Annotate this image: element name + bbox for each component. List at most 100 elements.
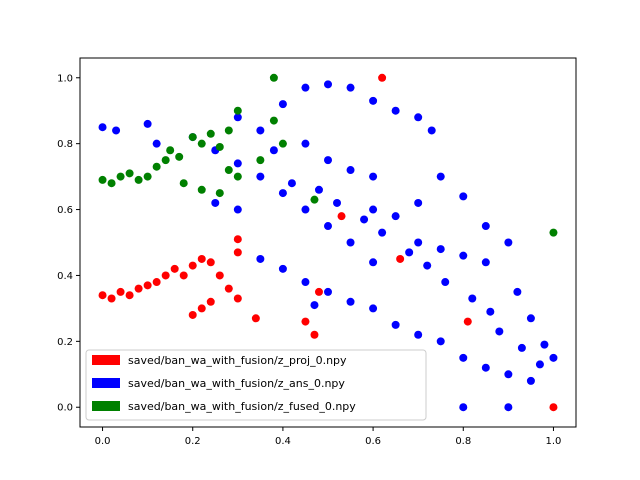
point-s2-10 xyxy=(188,133,197,142)
point-s1-9 xyxy=(346,83,355,92)
point-s1-7 xyxy=(301,83,310,92)
point-s1-62 xyxy=(314,185,323,194)
point-s1-48 xyxy=(459,251,468,260)
point-s2-9 xyxy=(175,152,184,161)
point-s1-56 xyxy=(301,139,310,148)
point-s1-57 xyxy=(256,126,265,135)
point-s2-12 xyxy=(206,129,215,138)
point-s0-6 xyxy=(152,278,161,287)
point-s1-1 xyxy=(112,126,121,135)
point-s0-14 xyxy=(224,284,233,293)
point-s1-24 xyxy=(369,258,378,267)
point-s1-17 xyxy=(504,238,513,247)
point-s1-8 xyxy=(324,80,332,89)
point-s1-28 xyxy=(278,189,287,198)
point-s2-5 xyxy=(143,172,152,181)
point-s1-70 xyxy=(486,307,495,316)
point-s1-18 xyxy=(513,287,522,296)
point-s1-49 xyxy=(481,258,490,267)
point-s1-33 xyxy=(278,264,287,273)
point-s1-72 xyxy=(517,343,526,352)
point-s2-15 xyxy=(233,106,242,115)
point-s2-2 xyxy=(116,172,125,181)
point-s1-54 xyxy=(346,166,355,175)
point-s1-6 xyxy=(278,100,287,109)
legend-label-ans: saved/ban_wa_with_fusion/z_ans_0.npy xyxy=(128,377,345,390)
point-s1-46 xyxy=(414,238,423,247)
point-s1-37 xyxy=(346,297,355,306)
ticks-layer: 0.0 0.2 0.4 0.6 0.8 1.0 0.0 0.2 0.4 0.6 0.8 1.0 xyxy=(57,73,561,447)
point-s0-28 xyxy=(549,403,558,412)
point-s1-23 xyxy=(504,403,513,412)
axes-frame xyxy=(79,57,577,428)
point-s1-35 xyxy=(310,301,319,310)
y-tick-label-3: 0.6 xyxy=(57,205,73,216)
point-s0-3 xyxy=(125,291,134,300)
x-tick-label-2: 0.4 xyxy=(275,436,291,447)
point-s2-25 xyxy=(310,195,319,204)
x-tick-label-0: 0.0 xyxy=(95,436,111,447)
legend-swatch-proj xyxy=(92,355,120,365)
point-s0-2 xyxy=(116,287,125,296)
point-s1-5 xyxy=(233,113,242,122)
x-tick-label-4: 0.8 xyxy=(455,436,471,447)
point-s2-23 xyxy=(215,189,224,198)
point-s0-24 xyxy=(314,287,323,296)
point-s0-1 xyxy=(107,294,116,303)
point-s2-3 xyxy=(125,169,134,178)
point-s1-60 xyxy=(269,146,278,155)
point-s0-9 xyxy=(179,271,188,280)
point-s2-17 xyxy=(269,116,278,125)
y-tick-label-0: 0.0 xyxy=(57,403,73,414)
point-s1-31 xyxy=(211,198,220,207)
point-s1-32 xyxy=(256,254,265,263)
point-s0-16 xyxy=(233,235,242,244)
point-s1-55 xyxy=(369,172,378,181)
legend-frame xyxy=(85,349,427,421)
point-s0-7 xyxy=(161,271,170,280)
point-s1-26 xyxy=(324,222,332,231)
point-s1-39 xyxy=(391,320,400,329)
point-s2-19 xyxy=(256,156,265,165)
point-s0-19 xyxy=(197,304,206,313)
point-s2-24 xyxy=(233,172,242,181)
point-s2-26 xyxy=(549,228,558,237)
point-s2-1 xyxy=(107,179,116,188)
x-tick-label-5: 1.0 xyxy=(546,436,562,447)
point-s1-73 xyxy=(535,360,544,369)
point-s1-67 xyxy=(423,261,432,270)
point-s1-44 xyxy=(504,370,513,379)
point-s1-20 xyxy=(549,353,558,362)
y-tick-label-2: 0.4 xyxy=(57,271,73,282)
point-s0-4 xyxy=(134,284,143,293)
point-s0-23 xyxy=(310,330,319,339)
point-s2-7 xyxy=(161,156,170,165)
point-s1-21 xyxy=(540,340,549,349)
point-s1-64 xyxy=(360,215,369,224)
point-s0-27 xyxy=(396,254,405,263)
point-s1-0 xyxy=(98,123,107,132)
point-s1-34 xyxy=(301,278,310,287)
point-s1-38 xyxy=(369,304,378,313)
point-s1-27 xyxy=(301,205,310,214)
point-s0-20 xyxy=(206,297,215,306)
point-s2-8 xyxy=(166,146,175,155)
point-s0-13 xyxy=(215,271,224,280)
point-s1-51 xyxy=(391,212,400,221)
point-s1-41 xyxy=(436,337,445,346)
point-s1-25 xyxy=(346,238,355,247)
point-s0-15 xyxy=(233,248,242,257)
x-tick-label-3: 0.6 xyxy=(365,436,381,447)
point-s0-25 xyxy=(337,212,346,221)
legend-label-proj: saved/ban_wa_with_fusion/z_proj_0.npy xyxy=(128,354,347,367)
point-s1-16 xyxy=(481,222,490,231)
point-s0-10 xyxy=(188,261,197,270)
point-s1-13 xyxy=(427,126,436,135)
point-s0-29 xyxy=(463,317,472,326)
point-s0-12 xyxy=(206,258,215,267)
legend-swatch-fused xyxy=(92,401,120,411)
point-s2-18 xyxy=(278,139,287,148)
point-s1-22 xyxy=(459,403,468,412)
point-s2-22 xyxy=(179,179,188,188)
